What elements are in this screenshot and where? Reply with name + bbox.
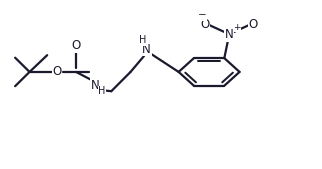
Text: +: + bbox=[233, 23, 241, 32]
Text: N: N bbox=[142, 43, 151, 56]
Text: H: H bbox=[98, 86, 105, 96]
Text: O: O bbox=[201, 18, 210, 31]
Text: O: O bbox=[249, 18, 258, 31]
Text: O: O bbox=[71, 39, 81, 52]
Text: N: N bbox=[225, 28, 233, 41]
Text: N: N bbox=[91, 79, 99, 92]
Text: O: O bbox=[52, 65, 62, 78]
Text: H: H bbox=[139, 35, 147, 45]
Text: −: − bbox=[198, 10, 207, 20]
